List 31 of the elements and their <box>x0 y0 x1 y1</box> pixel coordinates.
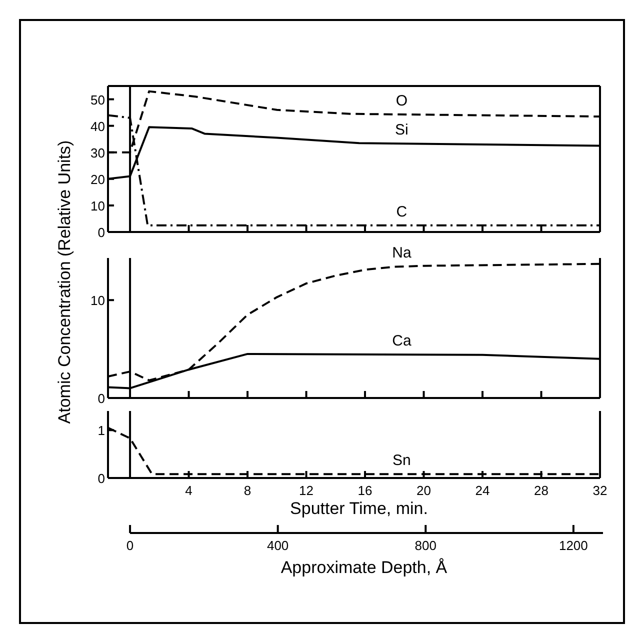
y-tick-label: 0 <box>98 225 105 240</box>
x-tick-label: 20 <box>416 483 431 498</box>
x-tick-label: 32 <box>592 483 608 498</box>
x2-tick-label: 0 <box>126 538 134 553</box>
x2-tick-label: 1200 <box>558 538 588 553</box>
y-tick-label: 0 <box>98 471 105 486</box>
y-tick-label: 40 <box>90 118 105 134</box>
y-tick-label: 20 <box>90 172 105 187</box>
y-tick-label: 10 <box>90 293 105 308</box>
y-tick-label: 30 <box>90 145 105 160</box>
y-tick-label: 10 <box>90 198 105 214</box>
y-tick-label: 50 <box>90 92 105 108</box>
series-label: Na <box>392 244 412 262</box>
x-axis-title: Sputter Time, min. <box>290 499 428 518</box>
y-tick-label: 1 <box>98 423 105 438</box>
series-label: Sn <box>392 452 411 470</box>
x-tick-label: 12 <box>299 483 314 498</box>
x-tick-label: 28 <box>534 483 548 498</box>
x-tick-label: 16 <box>358 483 372 498</box>
series-label: Ca <box>392 332 412 350</box>
x-tick-label: 4 <box>185 483 192 498</box>
series-label: Si <box>395 122 408 139</box>
x-tick-label: 24 <box>475 483 490 498</box>
y-tick-label: 0 <box>98 391 105 406</box>
x2-tick-label: 400 <box>266 538 289 553</box>
x2-tick-label: 800 <box>414 538 436 553</box>
x2-axis-title: Approximate Depth, Å <box>280 558 448 577</box>
x-tick-label: 8 <box>244 483 252 498</box>
series-label: C <box>396 203 408 220</box>
series-label: O <box>396 92 408 110</box>
y-axis-title: Atomic Concentration (Relative Units) <box>55 140 74 424</box>
